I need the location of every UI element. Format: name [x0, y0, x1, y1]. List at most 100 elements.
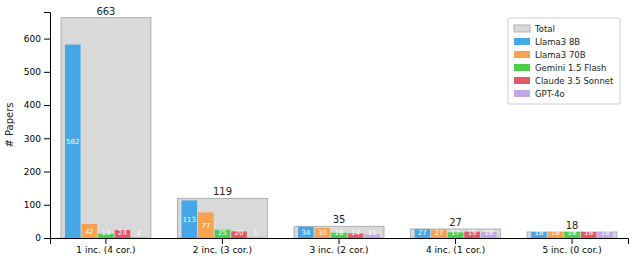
bar: [315, 228, 331, 238]
x-tick-mark: [455, 238, 456, 244]
x-tick-label: 3 inc. (2 cor.): [309, 245, 368, 255]
x-tick-label: 1 inc. (4 cor.): [76, 245, 135, 255]
x-tick-label: 5 inc. (0 cor.): [542, 245, 601, 255]
legend-label: GPT-4o: [535, 89, 565, 99]
x-tick-mark: [572, 238, 573, 244]
y-tick: 200: [24, 167, 50, 177]
y-tick-label: 100: [24, 200, 41, 210]
x-tick-label: 4 inc. (1 cor.): [426, 245, 485, 255]
x-tick: 5 inc. (0 cor.): [542, 238, 601, 255]
y-tick-label: 400: [24, 100, 41, 110]
legend-label: Llama3 70B: [535, 50, 586, 60]
legend-swatch: [514, 51, 530, 58]
bar: [248, 237, 264, 238]
y-tick-mark: [44, 105, 50, 106]
legend-swatch: [514, 77, 530, 84]
y-tick-mark: [44, 138, 50, 139]
bar: [198, 212, 214, 238]
total-label: 35: [333, 214, 346, 225]
y-tick-label: 200: [24, 167, 41, 177]
bar-label: 18: [484, 229, 493, 237]
total-label: 663: [96, 6, 115, 17]
bar-label: 582: [66, 138, 79, 146]
bar: [431, 229, 447, 238]
chart: 6631193527185821133427184277302718132516…: [0, 0, 640, 260]
y-axis-line: [44, 13, 51, 239]
bar-label: 25: [218, 229, 227, 237]
bar-label: 24: [118, 229, 127, 237]
bar: [82, 224, 98, 238]
legend-label: Gemini 1.5 Flash: [535, 63, 606, 73]
y-tick: 0: [35, 233, 50, 243]
total-bar: [294, 226, 384, 238]
bar: [215, 230, 231, 238]
total-label: 119: [213, 186, 232, 197]
x-tick-label: 2 inc. (3 cor.): [193, 245, 252, 255]
y-axis-title: # Papers: [4, 102, 15, 147]
x-tick: 3 inc. (2 cor.): [309, 238, 368, 255]
legend: Total Llama3 8B Llama3 70B Gemini 1.5 Flash…: [508, 18, 620, 104]
bar-label: 14: [351, 229, 360, 237]
bar-label: 17: [451, 229, 460, 237]
y-tick-label: 0: [35, 233, 41, 243]
legend-label: Llama3 8B: [535, 37, 580, 47]
legend-swatch: [514, 38, 530, 45]
bar: [65, 45, 81, 238]
x-tick-mark: [105, 238, 106, 244]
x-tick: 1 inc. (4 cor.): [76, 238, 135, 255]
y-tick-mark: [44, 205, 50, 206]
legend-swatch: [514, 25, 530, 32]
bar-label: 27: [434, 229, 443, 237]
bar-label: 18: [584, 229, 593, 237]
bar-label: 13: [101, 229, 110, 237]
y-tick-mark: [44, 39, 50, 40]
bar-label: 27: [418, 229, 427, 237]
y-tick: 400: [24, 100, 50, 110]
bar-label: 2: [137, 229, 141, 237]
data-labels: 6631193527185821133427184277302718132516…: [66, 6, 610, 237]
y-tick-mark: [44, 238, 50, 239]
legend-swatch: [514, 90, 530, 97]
legend-box: [508, 18, 620, 104]
bar-label: 19: [468, 229, 477, 237]
y-tick-mark: [44, 72, 50, 73]
legend-swatch: [514, 64, 530, 71]
y-tick: 600: [24, 34, 50, 44]
y-tick: 100: [24, 200, 50, 210]
legend-label: Total: [534, 24, 555, 34]
bar: [298, 227, 314, 238]
total-label: 27: [449, 217, 462, 228]
bar: [131, 237, 147, 238]
bar-label: 34: [301, 229, 310, 237]
y-tick-label: 500: [24, 67, 41, 77]
bar-label: 42: [85, 228, 94, 236]
bar-label: 18: [551, 229, 560, 237]
bar-label: 1: [253, 229, 257, 237]
x-axis: 1 inc. (4 cor.) 2 inc. (3 cor.) 3 inc. (2 …: [51, 238, 629, 255]
y-tick: 500: [24, 67, 50, 77]
bar-label: 30: [318, 229, 327, 237]
x-tick: 4 inc. (1 cor.): [426, 238, 485, 255]
y-tick: 300: [24, 134, 50, 144]
y-axis: 0 100 200 300 400 500 600: [24, 13, 51, 244]
x-tick-mark: [339, 238, 340, 244]
total-bar: [411, 229, 501, 238]
y-tick-label: 300: [24, 134, 41, 144]
bar: [182, 200, 198, 238]
x-axis-line: [51, 239, 629, 245]
y-tick-mark: [44, 172, 50, 173]
bar-label: 18: [534, 229, 543, 237]
y-tick-label: 600: [24, 34, 41, 44]
legend-label: Claude 3.5 Sonnet: [535, 76, 614, 86]
total-bar: [178, 198, 268, 238]
bar-label: 77: [201, 222, 210, 230]
x-tick-mark: [222, 238, 223, 244]
bar-label: 16: [335, 229, 344, 237]
x-tick: 2 inc. (3 cor.): [193, 238, 252, 255]
plot: 6631193527185821133427184277302718132516…: [24, 6, 629, 256]
bar-label: 113: [183, 216, 196, 224]
bar-label: 18: [568, 229, 577, 237]
bar-label: 18: [601, 229, 610, 237]
bar: [415, 229, 431, 238]
bar-label: 11: [368, 229, 377, 237]
